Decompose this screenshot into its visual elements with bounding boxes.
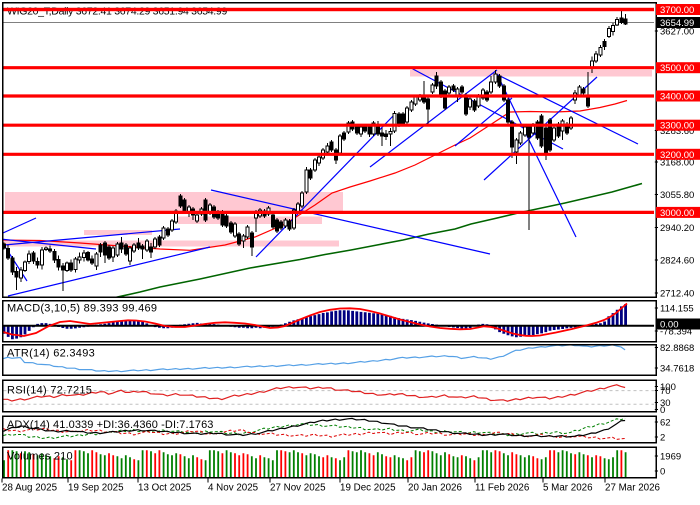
svg-text:114.155: 114.155 — [660, 304, 694, 315]
svg-text:1969: 1969 — [660, 452, 681, 463]
svg-text:3200.00: 3200.00 — [660, 150, 694, 161]
svg-text:5 Mar 2026: 5 Mar 2026 — [543, 483, 593, 494]
svg-text:19 Dec 2025: 19 Dec 2025 — [340, 483, 396, 494]
svg-text:27 Nov 2025: 27 Nov 2025 — [270, 483, 326, 494]
svg-text:ATR(14) 62.3493: ATR(14) 62.3493 — [7, 348, 95, 360]
svg-text:3300.00: 3300.00 — [660, 121, 694, 132]
svg-text:27 Mar 2026: 27 Mar 2026 — [605, 483, 661, 494]
svg-text:20 Jan 2026: 20 Jan 2026 — [408, 483, 462, 494]
svg-text:2940.20: 2940.20 — [660, 223, 694, 234]
svg-text:-78.394: -78.394 — [660, 327, 692, 338]
svg-text:3654.99: 3654.99 — [660, 18, 694, 29]
svg-text:70: 70 — [660, 386, 671, 397]
svg-text:13 Oct 2025: 13 Oct 2025 — [138, 483, 192, 494]
svg-text:Volumes 210: Volumes 210 — [7, 451, 73, 463]
svg-text:34.7618: 34.7618 — [660, 364, 694, 375]
svg-text:82.8868: 82.8868 — [660, 343, 694, 354]
svg-text:0: 0 — [660, 405, 665, 416]
svg-text:2712.40: 2712.40 — [660, 289, 694, 300]
svg-text:100: 100 — [660, 382, 676, 393]
svg-text:3500.00: 3500.00 — [660, 63, 694, 74]
svg-text:3283.60: 3283.60 — [660, 126, 694, 137]
svg-text:28 Aug 2025: 28 Aug 2025 — [2, 483, 58, 494]
svg-text:3055.80: 3055.80 — [660, 190, 694, 201]
svg-text:2: 2 — [660, 433, 665, 444]
svg-text:0: 0 — [660, 467, 665, 478]
svg-text:MACD(3,10,5) 89.393 99.469: MACD(3,10,5) 89.393 99.469 — [7, 303, 157, 315]
svg-text:WIG20_T,Daily 3672.41 3674.29: WIG20_T,Daily 3672.41 3674.29 3651.94 36… — [7, 6, 227, 18]
svg-text:30: 30 — [660, 398, 671, 409]
svg-text:3700.00: 3700.00 — [660, 5, 694, 16]
svg-text:19 Sep 2025: 19 Sep 2025 — [68, 483, 124, 494]
svg-text:0.00: 0.00 — [660, 320, 679, 331]
svg-text:62: 62 — [660, 418, 671, 429]
svg-text:3627.00: 3627.00 — [660, 27, 694, 38]
svg-text:3000.00: 3000.00 — [660, 208, 694, 219]
svg-text:11 Feb 2026: 11 Feb 2026 — [475, 483, 530, 494]
svg-text:ADX(14) 41.0339 +DI:36.4360 -D: ADX(14) 41.0339 +DI:36.4360 -DI:7.1763 — [7, 419, 214, 431]
svg-text:4 Nov 2025: 4 Nov 2025 — [208, 483, 259, 494]
svg-text:2824.60: 2824.60 — [660, 256, 694, 267]
svg-text:3400.00: 3400.00 — [660, 92, 694, 103]
svg-text:RSI(14) 72.7215: RSI(14) 72.7215 — [7, 385, 92, 397]
svg-text:3168.00: 3168.00 — [660, 158, 694, 169]
